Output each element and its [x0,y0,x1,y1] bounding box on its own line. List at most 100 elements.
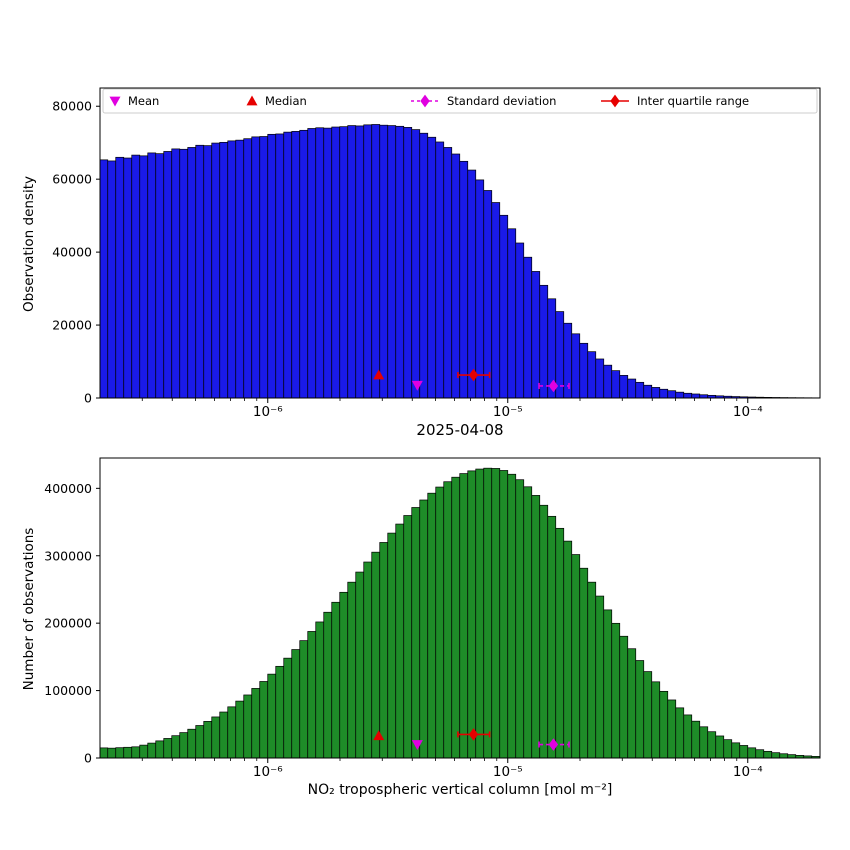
histogram-bar [523,256,533,398]
y-tick-label: 0 [84,391,92,406]
legend-label: Standard deviation [447,94,556,108]
histogram-bar [619,635,629,758]
x-axis-label: NO₂ tropospheric vertical column [mol m⁻… [307,782,613,798]
histogram-bar [219,141,229,398]
histogram-bar [683,714,693,758]
histogram-bar [611,622,621,758]
histogram-bar [147,742,157,758]
histogram-bar [747,747,757,758]
histogram-bar [579,342,589,398]
x-tick-label: 10⁻⁴ [733,404,763,420]
histogram-bar [307,631,317,758]
x-tick-label: 10⁻⁵ [493,764,523,780]
histogram-bar [659,388,669,398]
histogram-bar [211,716,221,758]
bottom-y-axis-label: Number of observations [21,527,37,691]
histogram-bar [259,681,269,758]
bottom-histogram-bars [100,467,820,758]
histogram-bar [435,141,445,398]
histogram-bar [403,127,413,398]
inter-quartile-range-marker [468,368,479,382]
histogram-bar [155,740,165,758]
standard-deviation-legend-marker-icon [420,94,430,108]
standard-deviation-marker [548,738,559,751]
histogram-bar [323,127,333,398]
histogram-bar [491,468,501,758]
histogram-bar [467,169,477,398]
legend-label: Inter quartile range [637,94,749,108]
histogram-bar [203,145,213,398]
histogram-bar [227,140,237,398]
histogram-bar [571,554,581,758]
histogram-bar [403,515,413,758]
median-marker [373,730,385,741]
histogram-bar [427,136,437,398]
histogram-bar [371,124,381,398]
histogram-bar [643,384,653,398]
histogram-bar [291,649,301,758]
histogram-bar [331,601,341,758]
histogram-bar [107,747,117,758]
histogram-bar [419,499,429,758]
histogram-bar [659,690,669,758]
legend-label: Median [265,94,307,108]
histogram-bar [411,129,421,398]
panel-top: 0 20000 40000 60000 80000 10⁻⁶ 10⁻⁵ 10⁻⁴ [52,87,821,420]
y-tick-label: 300000 [44,548,92,563]
histogram-bar [571,333,581,398]
histogram-bar [675,391,685,398]
histogram-bar [435,486,445,758]
histogram-bar [491,202,501,398]
histogram-bar [363,124,373,398]
histogram-bar [411,507,421,758]
histogram-bar [163,738,173,758]
histogram-bar [475,179,485,398]
histogram-bar [699,726,709,758]
histogram-bar [387,125,397,398]
top-histogram-bars [100,124,820,398]
histogram-bar [299,640,309,758]
histogram-bar [203,721,213,758]
histogram-bar [483,467,493,758]
histogram-bar [627,648,637,758]
histogram-bar [283,657,293,758]
histogram-bar [651,681,661,758]
date-label: 2025-04-08 [416,421,504,439]
y-tick-label: 60000 [52,172,92,187]
histogram-bar [443,481,453,758]
histogram-bar [147,152,157,398]
axes-spines [99,87,821,399]
histogram-bar [651,387,661,398]
histogram-bar [347,125,357,398]
histogram-bar [299,129,309,398]
histogram-bar [787,754,797,758]
y-tick-label: 0 [84,751,92,766]
histogram-bar [691,393,701,398]
histogram-bar [563,540,573,758]
y-tick-label: 20000 [52,318,92,333]
histogram-bar [331,126,341,398]
histogram-bar [395,523,405,758]
x-tick-label: 10⁻⁶ [253,764,283,780]
legend-label: Mean [128,94,159,108]
histogram-bar [499,214,509,398]
histogram-bar [275,133,285,398]
histogram-bar [731,742,741,758]
histogram-bar [427,492,437,758]
histogram-bar [507,228,517,398]
histogram-bar [451,153,461,398]
histogram-bar [627,378,637,398]
histogram-bar [355,125,365,398]
histogram-bar [603,364,613,398]
panel-bottom: 0 100000 200000 300000 400000 10⁻⁶ 10⁻⁵ 10⁻⁴ [44,457,821,780]
histogram-bar [275,665,285,758]
histogram-bar [515,479,525,758]
histogram-bar [683,392,693,398]
histogram-bar [459,160,469,398]
histogram-bar [755,749,765,758]
mean-legend-marker-icon [109,96,121,107]
histogram-bar [123,746,133,758]
histogram-bar [587,581,597,758]
histogram-bar [371,551,381,758]
